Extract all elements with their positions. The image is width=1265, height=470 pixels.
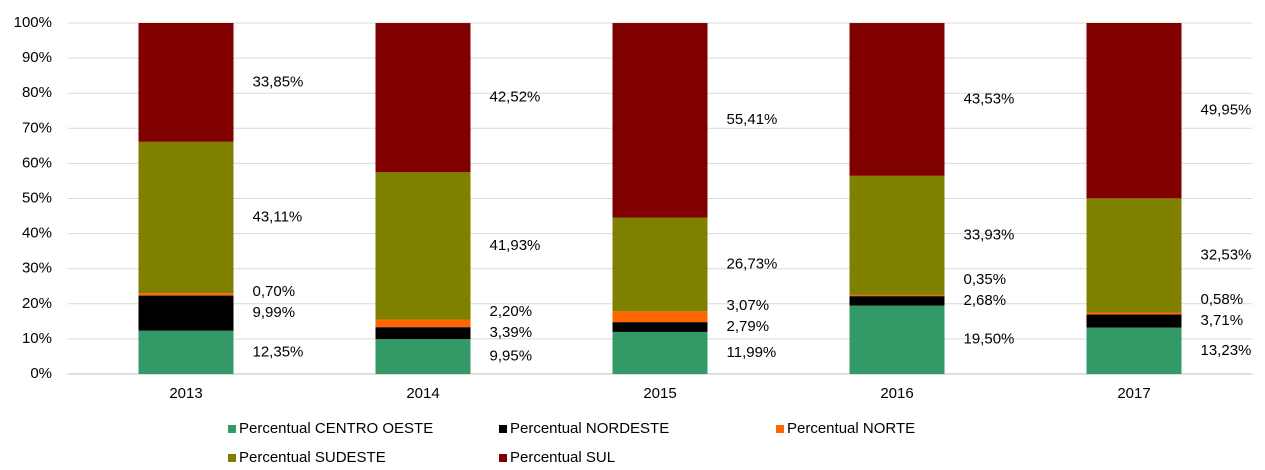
bar-segment <box>1086 198 1182 313</box>
y-tick-label: 50% <box>22 189 52 206</box>
x-tick-label: 2017 <box>1117 385 1150 402</box>
legend-label: Percentual NORTE <box>787 420 915 437</box>
bar-segment <box>138 23 234 142</box>
bar-segment <box>612 311 708 323</box>
legend-swatch <box>228 425 236 433</box>
data-label: 3,07% <box>727 297 770 314</box>
bar-segment <box>849 23 945 176</box>
data-label: 2,68% <box>964 292 1007 309</box>
data-label: 0,70% <box>253 283 296 300</box>
data-label: 32,53% <box>1201 246 1252 263</box>
bar-segment <box>849 294 945 297</box>
data-label: 43,53% <box>964 90 1015 107</box>
bar-segment <box>612 322 708 332</box>
bar-segment <box>1086 314 1182 328</box>
y-tick-label: 80% <box>22 84 52 101</box>
data-label: 12,35% <box>253 343 304 360</box>
data-label: 33,93% <box>964 226 1015 243</box>
legend-label: Percentual NORDESTE <box>510 420 669 437</box>
data-label: 9,95% <box>490 348 533 365</box>
data-label: 33,85% <box>253 73 304 90</box>
bar-segment <box>612 331 708 374</box>
x-tick-label: 2015 <box>643 385 676 402</box>
bar-segment <box>375 23 471 173</box>
bar-segment <box>849 305 945 374</box>
bar-segment <box>138 293 234 296</box>
bar-segment <box>849 296 945 306</box>
x-tick-label: 2016 <box>880 385 913 402</box>
bar-segment <box>138 141 234 294</box>
bar-segment <box>612 23 708 218</box>
legend-label: Percentual CENTRO OESTE <box>239 420 433 437</box>
data-label: 2,79% <box>727 318 770 335</box>
bar-segment <box>375 319 471 328</box>
bar-segment <box>375 339 471 374</box>
bar-segment <box>375 172 471 320</box>
x-tick-label: 2014 <box>406 385 439 402</box>
bar-segment <box>1086 312 1182 315</box>
y-tick-label: 30% <box>22 260 52 277</box>
data-label: 19,50% <box>964 331 1015 348</box>
bar-segment <box>138 295 234 331</box>
bar-segment <box>612 217 708 312</box>
legend-label: Percentual SUL <box>510 449 615 465</box>
legend-swatch <box>499 454 507 462</box>
bar-segment <box>1086 23 1182 199</box>
data-label: 26,73% <box>727 255 778 272</box>
data-label: 41,93% <box>490 237 541 254</box>
data-label: 55,41% <box>727 111 778 128</box>
bar-segment <box>849 175 945 295</box>
data-label: 42,52% <box>490 89 541 106</box>
x-tick-label: 2013 <box>169 385 202 402</box>
bar-segment <box>138 330 234 374</box>
data-label: 3,39% <box>490 324 533 341</box>
data-label: 3,71% <box>1201 312 1244 329</box>
data-label: 9,99% <box>253 304 296 321</box>
y-tick-label: 90% <box>22 49 52 66</box>
y-tick-label: 100% <box>14 14 52 31</box>
data-label: 49,95% <box>1201 102 1252 119</box>
data-label: 11,99% <box>727 344 777 361</box>
data-label: 43,11% <box>253 208 303 225</box>
data-label: 13,23% <box>1201 342 1252 359</box>
data-label: 0,58% <box>1201 291 1244 308</box>
y-tick-label: 10% <box>22 330 52 347</box>
data-label: 2,20% <box>490 303 533 320</box>
bar-segment <box>375 327 471 340</box>
legend-swatch <box>499 425 507 433</box>
y-tick-label: 60% <box>22 154 52 171</box>
y-tick-label: 40% <box>22 225 52 242</box>
y-tick-label: 70% <box>22 119 52 136</box>
legend-label: Percentual SUDESTE <box>239 449 386 465</box>
y-tick-label: 20% <box>22 295 52 312</box>
legend-swatch <box>228 454 236 462</box>
data-label: 0,35% <box>964 271 1007 288</box>
bar-segment <box>1086 327 1182 374</box>
y-tick-label: 0% <box>30 365 52 382</box>
legend-swatch <box>776 425 784 433</box>
